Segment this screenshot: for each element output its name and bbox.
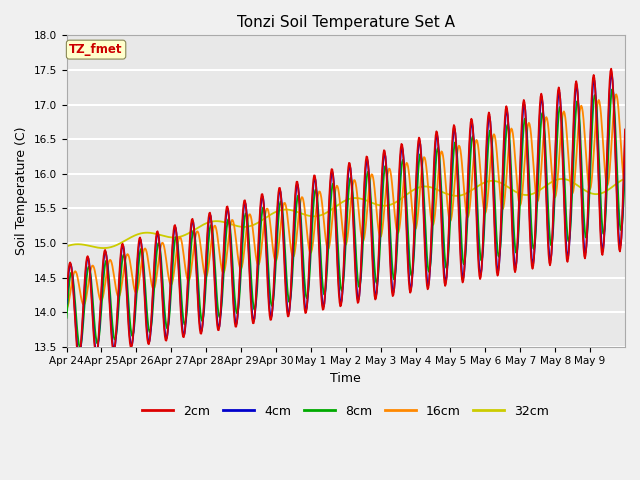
Line: 16cm: 16cm (67, 95, 625, 309)
2cm (63, 295, 70, 300)
16cm (621, 179, 629, 184)
32cm (435, 188, 443, 193)
2cm (280, 258, 288, 264)
2cm (232, 324, 239, 329)
32cm (621, 176, 629, 181)
8cm (63, 315, 70, 321)
16cm (63, 306, 70, 312)
Line: 8cm: 8cm (67, 89, 625, 347)
32cm (63, 243, 70, 249)
Legend: 2cm, 4cm, 8cm, 16cm, 32cm: 2cm, 4cm, 8cm, 16cm, 32cm (137, 400, 554, 423)
8cm (404, 230, 412, 236)
2cm (129, 336, 136, 341)
4cm (280, 250, 288, 256)
8cm (232, 302, 239, 308)
4cm (75, 354, 83, 360)
4cm (621, 138, 629, 144)
4cm (232, 320, 239, 325)
32cm (404, 191, 412, 196)
16cm (259, 237, 266, 242)
4cm (607, 71, 615, 77)
16cm (435, 168, 442, 174)
8cm (280, 233, 288, 239)
8cm (76, 344, 83, 350)
8cm (621, 165, 629, 171)
4cm (63, 301, 70, 307)
X-axis label: Time: Time (330, 372, 361, 385)
2cm (621, 127, 629, 132)
16cm (403, 161, 411, 167)
8cm (609, 86, 616, 92)
4cm (435, 158, 443, 164)
2cm (607, 66, 615, 72)
Text: TZ_fmet: TZ_fmet (69, 43, 123, 56)
8cm (259, 204, 267, 210)
Y-axis label: Soil Temperature (C): Soil Temperature (C) (15, 127, 28, 255)
2cm (435, 163, 443, 169)
16cm (128, 272, 136, 278)
4cm (129, 337, 136, 343)
16cm (280, 202, 287, 208)
32cm (280, 207, 288, 213)
32cm (259, 216, 267, 222)
8cm (435, 154, 443, 159)
4cm (259, 195, 267, 201)
32cm (232, 223, 239, 228)
Title: Tonzi Soil Temperature Set A: Tonzi Soil Temperature Set A (237, 15, 455, 30)
4cm (404, 255, 412, 261)
2cm (404, 264, 412, 270)
Line: 2cm: 2cm (67, 69, 625, 358)
32cm (100, 245, 108, 251)
16cm (612, 92, 620, 97)
2cm (259, 195, 267, 201)
2cm (75, 355, 83, 361)
Line: 32cm: 32cm (67, 179, 625, 248)
32cm (129, 234, 136, 240)
Line: 4cm: 4cm (67, 74, 625, 357)
8cm (129, 333, 136, 338)
16cm (231, 227, 239, 232)
